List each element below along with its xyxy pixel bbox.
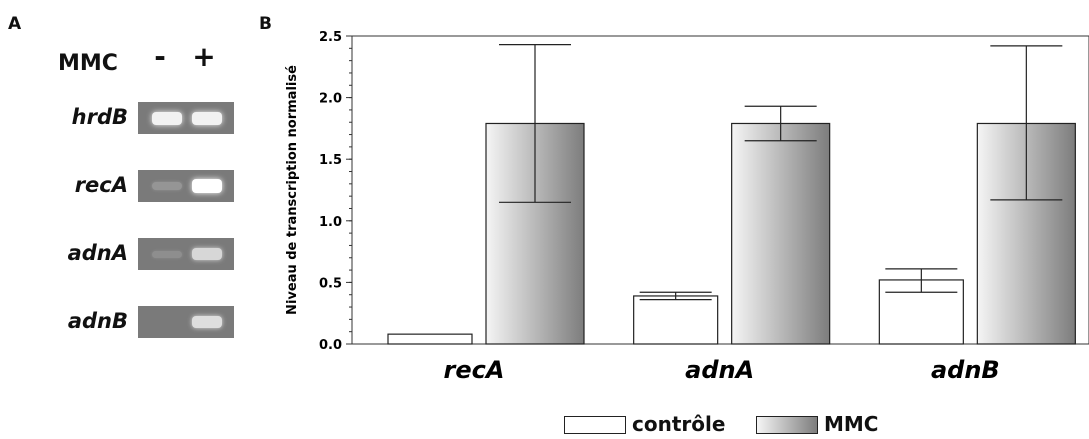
y-tick-label: 0.0	[319, 338, 342, 353]
y-tick-label: 1.0	[319, 215, 342, 230]
legend-label-controle: contrôle	[632, 412, 726, 436]
panel-label-b: B	[259, 14, 272, 34]
legend-swatch-controle	[564, 416, 626, 434]
gel-strip	[138, 238, 234, 270]
y-tick-label: 2.0	[319, 92, 342, 107]
legend-swatch-mmc	[756, 416, 818, 434]
y-tick-label: 2.5	[319, 30, 342, 45]
gene-label: adnB	[67, 309, 128, 333]
gel-band	[192, 248, 222, 260]
gel-band	[192, 179, 222, 193]
x-category-label: recA	[444, 356, 505, 384]
x-category-label: adnA	[685, 356, 754, 384]
y-tick-label: 0.5	[319, 276, 342, 291]
gel-strip	[138, 102, 234, 134]
plot-frame	[351, 35, 1089, 345]
y-tick-label: 1.5	[319, 153, 342, 168]
gel-band	[192, 316, 222, 328]
chart-legend: contrôle MMC	[560, 412, 960, 438]
gel-row: adnB	[0, 306, 255, 338]
gel-band	[152, 111, 182, 125]
y-axis-label: Niveau de transcription normalisé	[285, 65, 300, 315]
bar-controle	[387, 333, 473, 345]
gene-label: hrdB	[71, 105, 128, 129]
lane-label-minus: -	[154, 40, 166, 73]
gel-panel: MMC - + hrdB recA adnA adnB	[0, 0, 255, 439]
gene-label: recA	[74, 173, 128, 197]
bar-controle	[633, 295, 719, 345]
x-category-label: adnB	[931, 356, 1000, 384]
legend-label-mmc: MMC	[824, 412, 879, 436]
lane-label-plus: +	[192, 40, 216, 73]
gel-row: adnA	[0, 238, 255, 270]
bar-mmc	[731, 122, 831, 345]
gene-label: adnA	[67, 241, 128, 265]
bar-chart: 0.0 0.5 1.0 1.5 2.0 2.5 Niveau de transcriptio…	[285, 30, 1089, 384]
gel-band	[152, 182, 182, 190]
panel-label-a: A	[8, 14, 22, 34]
gel-band	[192, 111, 222, 125]
gel-strip	[138, 306, 234, 338]
gel-strip	[138, 170, 234, 202]
gel-band	[152, 250, 182, 258]
gel-row: hrdB	[0, 102, 255, 134]
gel-row: recA	[0, 170, 255, 202]
gel-treatment-label: MMC	[58, 51, 118, 76]
